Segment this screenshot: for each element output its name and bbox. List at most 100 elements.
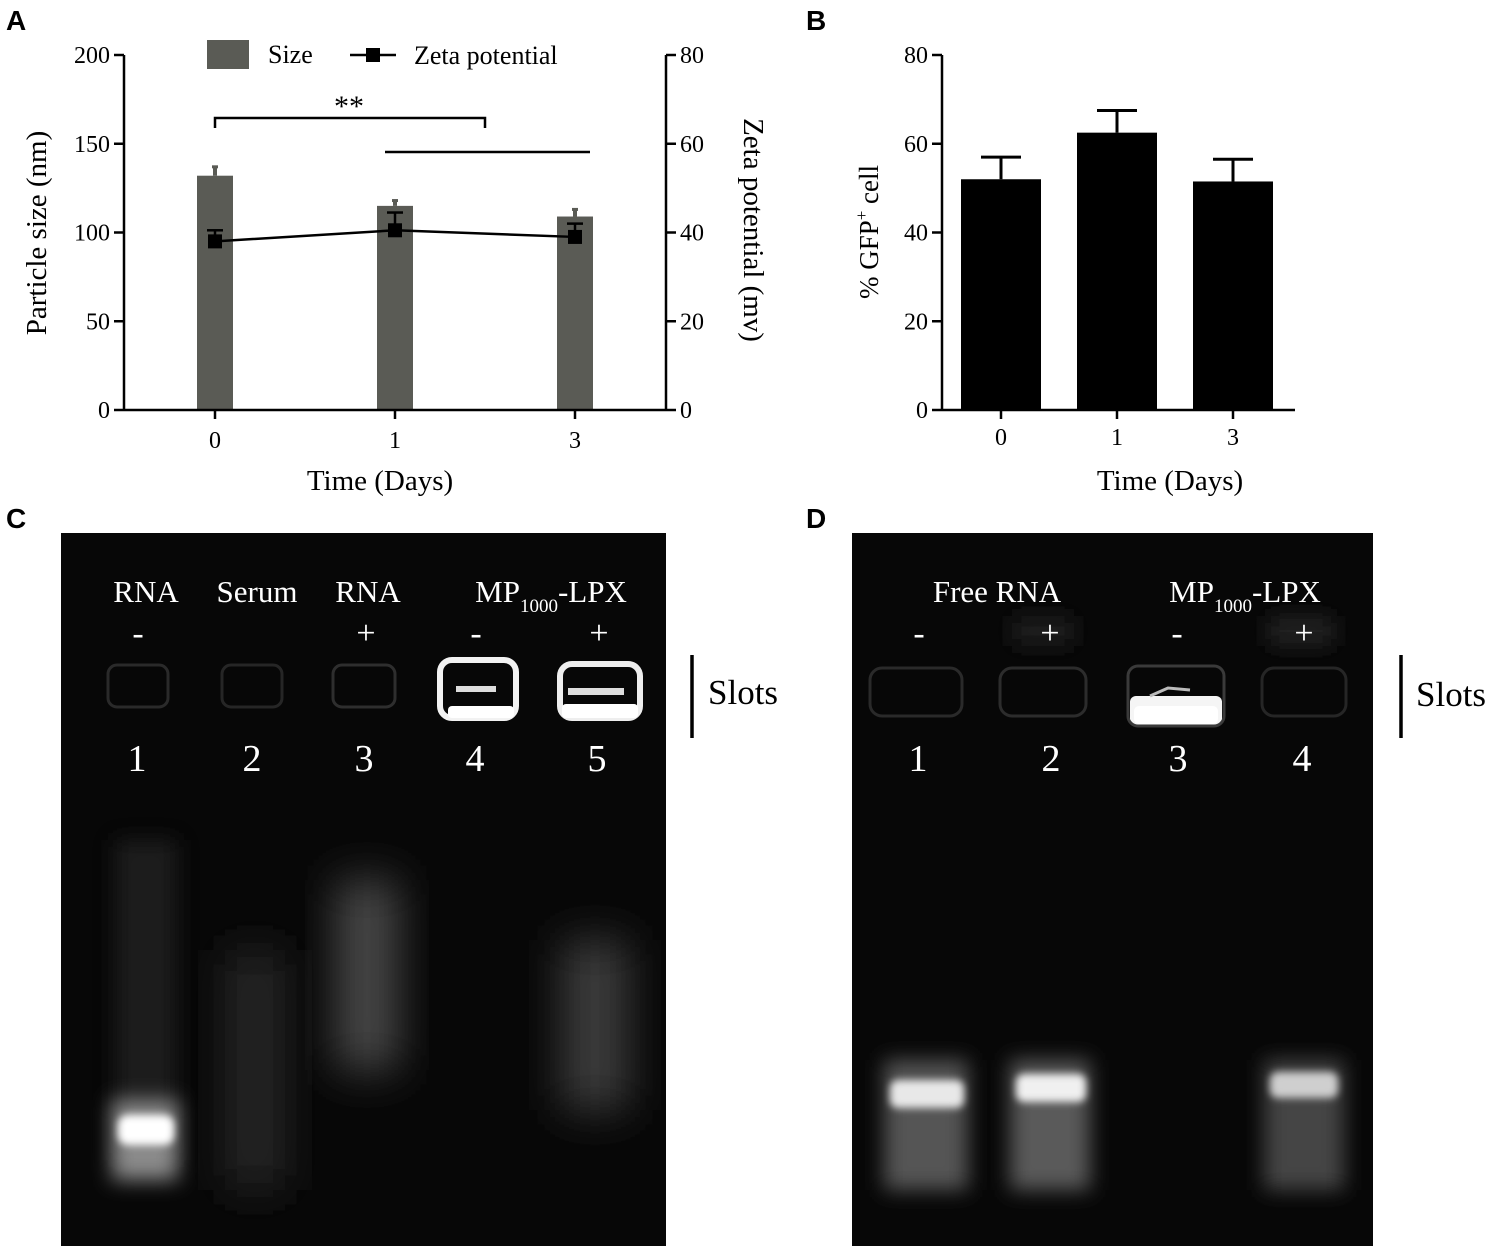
gfp-bar	[961, 179, 1041, 410]
panel-b-ylabel-sup: +	[852, 211, 871, 221]
zeta-point	[208, 234, 222, 249]
gel-c-header-sub: 1000	[520, 596, 558, 617]
gfp-bar	[1077, 132, 1157, 410]
gel-c-sign: -	[132, 615, 143, 652]
gel-c-lane-number: 4	[466, 738, 485, 780]
gel-d-wells	[868, 616, 1348, 728]
panel-b-ylabel: % GFP+ cell	[852, 165, 884, 299]
gel-c-well	[106, 663, 170, 709]
gel-d-sign: -	[1171, 615, 1182, 652]
panel-a-axes: 0 50 100 150 200 0 20 40 60 80 0 1 3	[74, 43, 704, 454]
panel-b-y-tick-label: 0	[916, 398, 928, 424]
gel-d-sign: +	[1040, 615, 1059, 652]
gel-c-well	[220, 663, 284, 709]
panel-letter-c: C	[6, 503, 26, 534]
gel-d-header-mp-lpx: MP1000-LPX	[1169, 574, 1321, 617]
panel-a-y-tick-label: 50	[86, 309, 110, 335]
panel-b: B 0 20 40 60 80 0 1 3 Time (Days) % GFP+ cell	[806, 5, 1295, 497]
panel-d: D Free RNA MP1000-LPX - + - + 1 2	[806, 503, 1486, 1246]
panel-a-y-tick-label: 200	[74, 43, 110, 69]
gel-c-bands	[112, 840, 628, 1190]
gel-c-sign: +	[356, 615, 375, 652]
gel-c-well-band	[448, 706, 514, 718]
gel-c-lane-number: 1	[128, 738, 147, 780]
significance-bracket-line	[213, 116, 487, 128]
gel-d-glow	[1268, 616, 1334, 646]
gel-d-lane-number: 4	[1293, 738, 1312, 780]
panel-a-x-tick-label: 3	[569, 428, 581, 454]
gel-c-lane-number: 3	[355, 738, 374, 780]
panel-a-y-right-tick-label: 0	[680, 398, 692, 424]
panel-a-bars	[197, 165, 593, 410]
gel-d-band	[890, 1080, 964, 1108]
gel-c-smear	[336, 880, 398, 1070]
gel-c-slots-label: Slots	[708, 673, 778, 712]
panel-a-y-right-tick-label: 80	[680, 43, 704, 69]
gel-d-band	[1016, 1074, 1086, 1102]
gel-d-header-lpx: -LPX	[1252, 574, 1321, 609]
size-bar	[377, 205, 413, 410]
gel-d-well	[1260, 666, 1348, 718]
panel-b-x-tick-label: 3	[1227, 425, 1239, 451]
gel-d-lane-number: 3	[1169, 738, 1188, 780]
gel-c-well-band	[456, 686, 496, 692]
gel-d-bands	[884, 1060, 1344, 1190]
gel-c-header-rna-2: RNA	[335, 574, 401, 609]
panel-letter-b: B	[806, 5, 826, 36]
gel-c-lane-number: 5	[588, 738, 607, 780]
panel-a-y-right-tick-label: 60	[680, 132, 704, 158]
gel-c-well	[331, 663, 397, 709]
size-bar	[557, 216, 593, 410]
panel-a-y-right-tick-label: 40	[680, 221, 704, 247]
gel-d-lane-number: 1	[909, 738, 928, 780]
panel-b-bars	[961, 108, 1273, 410]
panel-b-y-tick-label: 60	[904, 132, 928, 158]
gel-c-header-rna: RNA	[113, 574, 179, 609]
zeta-point	[388, 223, 402, 238]
gel-c-smear	[562, 940, 628, 1110]
gel-d-band	[1270, 1072, 1338, 1098]
gel-d-well	[998, 666, 1088, 718]
gel-d-sign: +	[1294, 615, 1313, 652]
panel-a: A Size Zeta potential ** 050100150200020…	[6, 5, 769, 497]
zeta-point	[568, 229, 582, 244]
panel-b-axes: 0 20 40 60 80 0 1 3	[904, 43, 1295, 451]
gfp-bar	[1193, 181, 1273, 410]
size-bar	[197, 175, 233, 410]
panel-a-ylabel-right: Zeta potential (mv)	[737, 118, 769, 342]
panel-b-x-tick-label: 1	[1111, 425, 1123, 451]
gel-d-slots-label: Slots	[1416, 675, 1486, 714]
significance-marker: **	[334, 90, 364, 123]
gel-d-lane-number: 2	[1042, 738, 1061, 780]
legend-size-swatch	[207, 40, 249, 69]
panel-b-y-tick-label: 20	[904, 309, 928, 335]
panel-b-y-tick-label: 80	[904, 43, 928, 69]
gel-d-well-outline	[1126, 664, 1226, 728]
panel-a-x-tick-label: 1	[389, 428, 401, 454]
panel-a-y-right-tick-label: 20	[680, 309, 704, 335]
panel-b-y-tick-label: 40	[904, 221, 928, 247]
panel-letter-a: A	[6, 5, 26, 36]
panel-a-ylabel: Particle size (nm)	[21, 131, 53, 336]
panel-b-x-tick-label: 0	[995, 425, 1007, 451]
gel-c-sign: +	[589, 615, 608, 652]
gel-c-header-mp: MP	[475, 574, 520, 609]
gel-c-header-serum: Serum	[217, 574, 298, 609]
significance-bracket: **	[213, 90, 590, 154]
gel-d-sign: -	[913, 615, 924, 652]
panel-letter-d: D	[806, 503, 826, 534]
gel-c-well-band	[562, 704, 638, 718]
gel-d-well-band	[1134, 706, 1218, 724]
panel-a-x-tick-label: 0	[209, 428, 221, 454]
gel-c-sign: -	[470, 615, 481, 652]
gel-c-header-lpx: -LPX	[558, 574, 627, 609]
gel-d-header-sub: 1000	[1214, 596, 1252, 617]
gel-d-smear	[884, 1060, 968, 1190]
panel-a-y-tick-label: 100	[74, 221, 110, 247]
gel-c-smear	[225, 950, 285, 1190]
gel-c-header-mp-lpx: MP1000-LPX	[475, 574, 627, 617]
panel-c: C RNA Serum RNA MP1000-LPX -	[6, 503, 778, 1246]
gel-c-lane-number: 2	[243, 738, 262, 780]
panel-a-zeta-line	[207, 211, 583, 249]
